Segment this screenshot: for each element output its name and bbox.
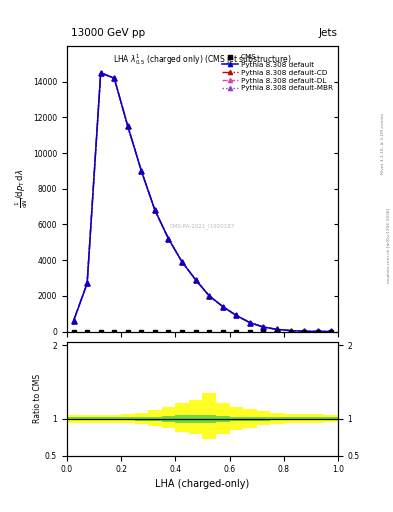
X-axis label: LHA (charged-only): LHA (charged-only) (155, 479, 250, 488)
Legend: CMS, Pythia 8.308 default, Pythia 8.308 default-CD, Pythia 8.308 default-DL, Pyt: CMS, Pythia 8.308 default, Pythia 8.308 … (221, 53, 334, 93)
Pythia 8.308 default-MBR (98, 70, 103, 76)
Pythia 8.308 default-CD (248, 319, 252, 326)
Pythia 8.308 default (220, 304, 225, 310)
Pythia 8.308 default-CD (139, 168, 144, 174)
Pythia 8.308 default (302, 328, 307, 334)
Pythia 8.308 default-DL (207, 293, 211, 299)
Pythia 8.308 default-MBR (248, 319, 252, 326)
Pythia 8.308 default-CD (85, 280, 90, 286)
Pythia 8.308 default-CD (220, 304, 225, 310)
Pythia 8.308 default-DL (152, 207, 157, 214)
Pythia 8.308 default-CD (329, 328, 334, 334)
Pythia 8.308 default (288, 328, 293, 334)
Pythia 8.308 default-MBR (315, 328, 320, 334)
Pythia 8.308 default-MBR (288, 328, 293, 334)
Pythia 8.308 default-DL (98, 70, 103, 76)
Pythia 8.308 default-DL (248, 319, 252, 326)
Pythia 8.308 default (112, 75, 117, 81)
Pythia 8.308 default-MBR (302, 328, 307, 334)
Pythia 8.308 default-MBR (71, 318, 76, 324)
Text: Jets: Jets (319, 28, 338, 38)
Pythia 8.308 default-CD (315, 328, 320, 334)
Pythia 8.308 default-DL (71, 318, 76, 324)
Y-axis label: Ratio to CMS: Ratio to CMS (33, 374, 42, 423)
Line: Pythia 8.308 default-MBR: Pythia 8.308 default-MBR (71, 71, 334, 334)
Text: mcplots.cern.ch [arXiv:1306.3436]: mcplots.cern.ch [arXiv:1306.3436] (387, 208, 391, 283)
Pythia 8.308 default (234, 312, 239, 318)
Pythia 8.308 default-MBR (329, 328, 334, 334)
Pythia 8.308 default (315, 328, 320, 334)
Pythia 8.308 default-DL (275, 326, 279, 332)
Pythia 8.308 default-CD (302, 328, 307, 334)
Pythia 8.308 default-CD (275, 326, 279, 332)
Pythia 8.308 default-MBR (112, 75, 117, 81)
Pythia 8.308 default-MBR (152, 207, 157, 214)
Pythia 8.308 default-DL (180, 259, 184, 265)
Pythia 8.308 default-MBR (220, 304, 225, 310)
Pythia 8.308 default-MBR (207, 293, 211, 299)
Line: Pythia 8.308 default: Pythia 8.308 default (71, 71, 334, 334)
Line: Pythia 8.308 default-DL: Pythia 8.308 default-DL (71, 71, 334, 334)
Text: Rivet 3.1.10, ≥ 3.1M events: Rivet 3.1.10, ≥ 3.1M events (381, 113, 385, 174)
Pythia 8.308 default (139, 168, 144, 174)
Pythia 8.308 default (275, 326, 279, 332)
Pythia 8.308 default-MBR (275, 326, 279, 332)
Pythia 8.308 default-DL (112, 75, 117, 81)
Text: 13000 GeV pp: 13000 GeV pp (71, 28, 145, 38)
Pythia 8.308 default-CD (166, 236, 171, 242)
Pythia 8.308 default (248, 319, 252, 326)
Text: CMS-PA-2021_I1920187: CMS-PA-2021_I1920187 (170, 223, 235, 229)
Pythia 8.308 default-MBR (85, 280, 90, 286)
Pythia 8.308 default-DL (329, 328, 334, 334)
Pythia 8.308 default-DL (193, 276, 198, 283)
Pythia 8.308 default-MBR (166, 236, 171, 242)
Pythia 8.308 default-CD (193, 276, 198, 283)
Pythia 8.308 default-CD (152, 207, 157, 214)
Pythia 8.308 default-CD (180, 259, 184, 265)
Pythia 8.308 default (166, 236, 171, 242)
Pythia 8.308 default-DL (288, 328, 293, 334)
Pythia 8.308 default (85, 280, 90, 286)
Pythia 8.308 default-MBR (193, 276, 198, 283)
Pythia 8.308 default-CD (112, 75, 117, 81)
Pythia 8.308 default (207, 293, 211, 299)
Pythia 8.308 default-CD (71, 318, 76, 324)
Pythia 8.308 default-DL (220, 304, 225, 310)
Pythia 8.308 default-MBR (180, 259, 184, 265)
Pythia 8.308 default (71, 318, 76, 324)
Pythia 8.308 default (125, 123, 130, 130)
Pythia 8.308 default-MBR (139, 168, 144, 174)
Pythia 8.308 default (193, 276, 198, 283)
Pythia 8.308 default-CD (125, 123, 130, 130)
Pythia 8.308 default (152, 207, 157, 214)
Text: LHA $\lambda^{1}_{0.5}$ (charged only) (CMS jet substructure): LHA $\lambda^{1}_{0.5}$ (charged only) (… (113, 52, 292, 67)
Pythia 8.308 default-CD (261, 324, 266, 330)
Pythia 8.308 default-CD (98, 70, 103, 76)
Pythia 8.308 default-CD (207, 293, 211, 299)
Pythia 8.308 default (98, 70, 103, 76)
Pythia 8.308 default-DL (125, 123, 130, 130)
Pythia 8.308 default-CD (288, 328, 293, 334)
Pythia 8.308 default-DL (261, 324, 266, 330)
Pythia 8.308 default-DL (139, 168, 144, 174)
Pythia 8.308 default-CD (234, 312, 239, 318)
Pythia 8.308 default-DL (85, 280, 90, 286)
Pythia 8.308 default-DL (315, 328, 320, 334)
Pythia 8.308 default-MBR (125, 123, 130, 130)
Pythia 8.308 default (329, 328, 334, 334)
Pythia 8.308 default (180, 259, 184, 265)
Pythia 8.308 default-DL (234, 312, 239, 318)
Pythia 8.308 default-MBR (234, 312, 239, 318)
Pythia 8.308 default-MBR (261, 324, 266, 330)
Pythia 8.308 default-DL (302, 328, 307, 334)
Pythia 8.308 default (261, 324, 266, 330)
Y-axis label: $\frac{1}{\mathrm{d}N} / \mathrm{d}p_\mathrm{T}\,\mathrm{d}\lambda$: $\frac{1}{\mathrm{d}N} / \mathrm{d}p_\ma… (14, 169, 30, 208)
Line: Pythia 8.308 default-CD: Pythia 8.308 default-CD (71, 71, 334, 334)
Pythia 8.308 default-DL (166, 236, 171, 242)
